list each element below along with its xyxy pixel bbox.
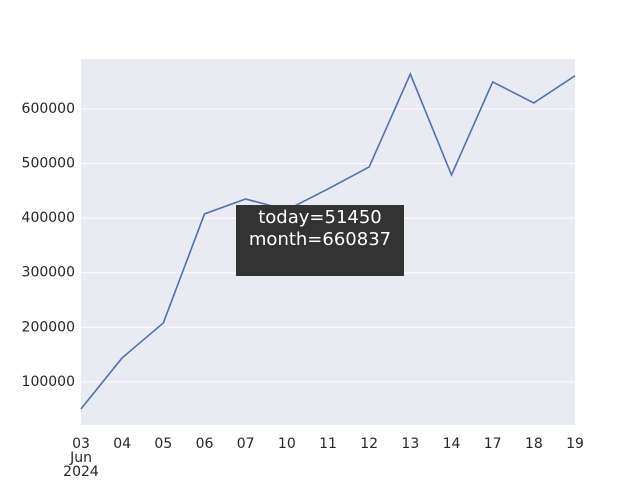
x-tick-label: 10	[278, 436, 296, 452]
x-tick-label: 13	[401, 436, 419, 452]
y-tick-label: 100000	[22, 374, 75, 390]
x-tick-label: 12	[360, 436, 378, 452]
x-tick-label: 05	[154, 436, 172, 452]
x-tick-label: 14	[443, 436, 461, 452]
y-tick-label: 500000	[22, 156, 75, 172]
x-tick-label: 06	[196, 436, 214, 452]
annotation-box	[236, 205, 404, 276]
x-tick-label: 17	[484, 436, 502, 452]
x-tick-label: 03 Jun 2024	[63, 436, 99, 480]
y-tick-label: 300000	[22, 265, 75, 281]
x-tick-label: 07	[237, 436, 255, 452]
x-tick-label: 11	[319, 436, 337, 452]
y-tick-label: 400000	[22, 210, 75, 226]
annotation: today=51450 month=660837	[249, 207, 391, 250]
x-tick-label: 04	[113, 436, 131, 452]
line	[80, 71, 576, 410]
x-tick-label: 18	[525, 436, 543, 452]
x-tick-label: 19	[566, 436, 584, 452]
y-tick-label: 600000	[22, 101, 75, 117]
y-tick-label: 200000	[22, 319, 75, 335]
